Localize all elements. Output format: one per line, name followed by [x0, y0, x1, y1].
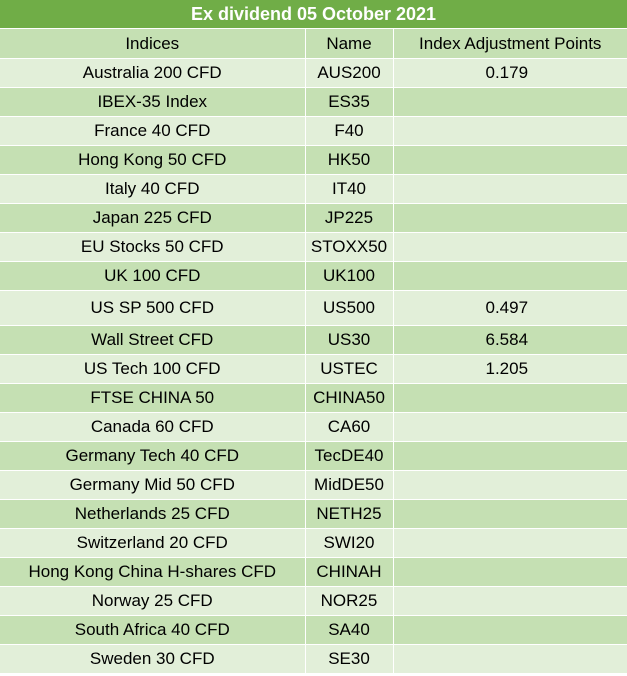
points-cell: 6.584 — [393, 325, 627, 355]
points-cell: 1.205 — [393, 354, 627, 384]
table-row: Japan 225 CFD JP225 — [0, 203, 627, 233]
points-cell — [393, 586, 627, 616]
points-cell — [393, 383, 627, 413]
index-cell: Netherlands 25 CFD — [0, 499, 306, 529]
table-row: Hong Kong China H-shares CFD CHINAH — [0, 557, 627, 587]
symbol-cell: MidDE50 — [305, 470, 394, 500]
index-cell: Germany Mid 50 CFD — [0, 470, 306, 500]
index-cell: UK 100 CFD — [0, 261, 306, 291]
points-cell — [393, 87, 627, 117]
index-cell: Italy 40 CFD — [0, 174, 306, 204]
table-row: Switzerland 20 CFD SWI20 — [0, 528, 627, 558]
points-cell — [393, 232, 627, 262]
symbol-cell: AUS200 — [305, 58, 394, 88]
table-row: Sweden 30 CFD SE30 — [0, 644, 627, 674]
symbol-cell: SA40 — [305, 615, 394, 645]
symbol-cell: CA60 — [305, 412, 394, 442]
symbol-cell: STOXX50 — [305, 232, 394, 262]
index-cell: Canada 60 CFD — [0, 412, 306, 442]
symbol-cell: CHINAH — [305, 557, 394, 587]
points-cell — [393, 470, 627, 500]
table-row: South Africa 40 CFD SA40 — [0, 615, 627, 645]
table-row: Australia 200 CFD AUS200 0.179 — [0, 58, 627, 88]
symbol-cell: ES35 — [305, 87, 394, 117]
symbol-cell: UK100 — [305, 261, 394, 291]
table-row: Hong Kong 50 CFD HK50 — [0, 145, 627, 175]
table-row: Italy 40 CFD IT40 — [0, 174, 627, 204]
symbol-cell: US500 — [305, 290, 394, 326]
points-cell — [393, 261, 627, 291]
symbol-cell: US30 — [305, 325, 394, 355]
symbol-cell: NOR25 — [305, 586, 394, 616]
points-cell — [393, 441, 627, 471]
table-row: France 40 CFD F40 — [0, 116, 627, 146]
column-header-name: Name — [305, 28, 394, 59]
index-cell: US Tech 100 CFD — [0, 354, 306, 384]
index-cell: US SP 500 CFD — [0, 290, 306, 326]
symbol-cell: SWI20 — [305, 528, 394, 558]
symbol-cell: USTEC — [305, 354, 394, 384]
index-cell: Wall Street CFD — [0, 325, 306, 355]
points-cell: 0.179 — [393, 58, 627, 88]
points-cell — [393, 644, 627, 674]
index-cell: Sweden 30 CFD — [0, 644, 306, 674]
table-row: Canada 60 CFD CA60 — [0, 412, 627, 442]
points-cell — [393, 203, 627, 233]
column-header-points: Index Adjustment Points — [393, 28, 627, 59]
points-cell — [393, 557, 627, 587]
table-title: Ex dividend 05 October 2021 — [0, 0, 627, 29]
table-row: Germany Tech 40 CFD TecDE40 — [0, 441, 627, 471]
table-row: Germany Mid 50 CFD MidDE50 — [0, 470, 627, 500]
index-cell: Japan 225 CFD — [0, 203, 306, 233]
table-row: IBEX-35 Index ES35 — [0, 87, 627, 117]
index-cell: France 40 CFD — [0, 116, 306, 146]
table-row: US Tech 100 CFD USTEC 1.205 — [0, 354, 627, 384]
table-row: UK 100 CFD UK100 — [0, 261, 627, 291]
index-cell: IBEX-35 Index — [0, 87, 306, 117]
index-cell: FTSE CHINA 50 — [0, 383, 306, 413]
points-cell — [393, 615, 627, 645]
column-header-indices: Indices — [0, 28, 306, 59]
symbol-cell: IT40 — [305, 174, 394, 204]
symbol-cell: JP225 — [305, 203, 394, 233]
symbol-cell: NETH25 — [305, 499, 394, 529]
index-cell: South Africa 40 CFD — [0, 615, 306, 645]
index-cell: EU Stocks 50 CFD — [0, 232, 306, 262]
index-cell: Germany Tech 40 CFD — [0, 441, 306, 471]
points-cell — [393, 145, 627, 175]
points-cell — [393, 412, 627, 442]
points-cell — [393, 174, 627, 204]
index-cell: Switzerland 20 CFD — [0, 528, 306, 558]
header-row: Indices Name Index Adjustment Points — [0, 28, 627, 59]
points-cell — [393, 499, 627, 529]
index-cell: Hong Kong 50 CFD — [0, 145, 306, 175]
table-row: EU Stocks 50 CFD STOXX50 — [0, 232, 627, 262]
table-row: Norway 25 CFD NOR25 — [0, 586, 627, 616]
symbol-cell: HK50 — [305, 145, 394, 175]
symbol-cell: F40 — [305, 116, 394, 146]
symbol-cell: TecDE40 — [305, 441, 394, 471]
table-row: Netherlands 25 CFD NETH25 — [0, 499, 627, 529]
points-cell: 0.497 — [393, 290, 627, 326]
title-row: Ex dividend 05 October 2021 — [0, 0, 627, 29]
table-row: US SP 500 CFD US500 0.497 — [0, 290, 627, 326]
symbol-cell: CHINA50 — [305, 383, 394, 413]
points-cell — [393, 528, 627, 558]
index-cell: Australia 200 CFD — [0, 58, 306, 88]
table-row: FTSE CHINA 50 CHINA50 — [0, 383, 627, 413]
table-row: Wall Street CFD US30 6.584 — [0, 325, 627, 355]
index-cell: Hong Kong China H-shares CFD — [0, 557, 306, 587]
points-cell — [393, 116, 627, 146]
index-cell: Norway 25 CFD — [0, 586, 306, 616]
symbol-cell: SE30 — [305, 644, 394, 674]
